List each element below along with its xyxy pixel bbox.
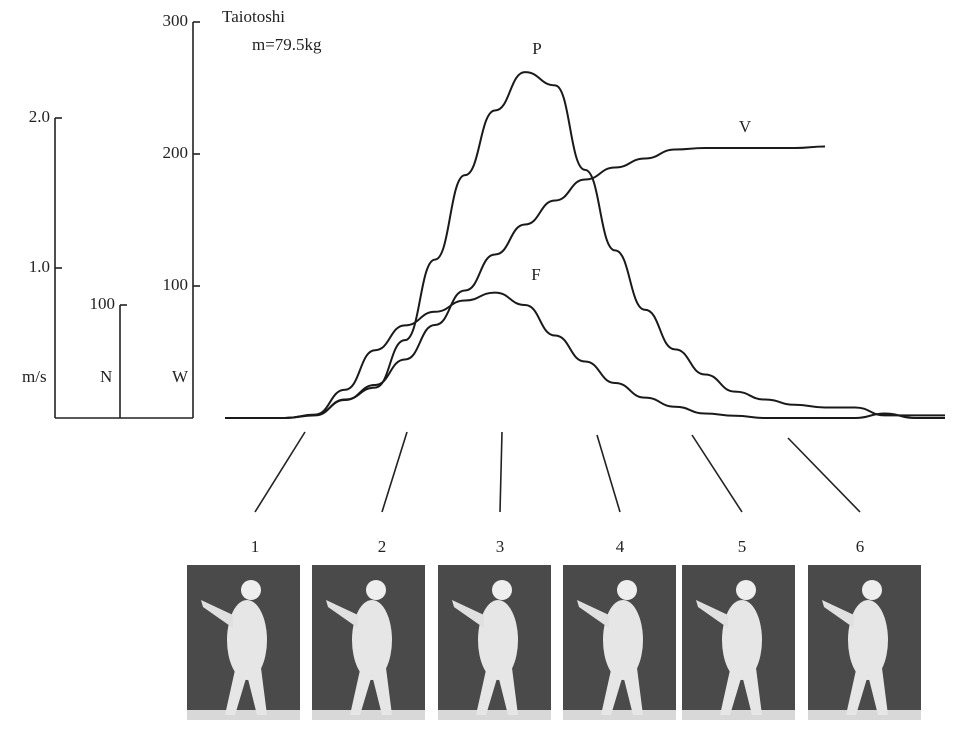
leader-line xyxy=(382,432,407,512)
photo-floor xyxy=(563,710,676,720)
leader-line xyxy=(255,432,305,512)
figure: Taiotoshi m=79.5kg W 100 200 300 N 100 m/s 1.0 2… xyxy=(0,0,966,730)
figure-head xyxy=(492,580,512,600)
leader-line xyxy=(788,438,860,512)
curve xyxy=(225,293,945,418)
axis-label: m/s xyxy=(22,367,47,386)
curve xyxy=(225,147,825,419)
figure-head xyxy=(862,580,882,600)
photos xyxy=(187,565,921,720)
curve-label: V xyxy=(739,117,752,136)
tick-label: 1.0 xyxy=(29,257,50,276)
curve xyxy=(225,72,945,418)
frame-label: 3 xyxy=(496,537,505,556)
chart-subtitle: m=79.5kg xyxy=(252,35,322,54)
curve-label: P xyxy=(532,39,541,58)
chart-title: Taiotoshi xyxy=(222,7,285,26)
tick-label: 200 xyxy=(163,143,189,162)
figure-head xyxy=(241,580,261,600)
frame-label: 5 xyxy=(738,537,747,556)
axis-label: N xyxy=(100,367,112,386)
frame-label: 1 xyxy=(251,537,260,556)
photo-floor xyxy=(682,710,795,720)
photo-floor xyxy=(187,710,300,720)
frame-label: 6 xyxy=(856,537,865,556)
leader-line xyxy=(692,435,742,512)
figure-head xyxy=(366,580,386,600)
frame-label: 4 xyxy=(616,537,625,556)
axis-label: W xyxy=(172,367,189,386)
curve-label: F xyxy=(531,265,540,284)
photo-floor xyxy=(808,710,921,720)
tick-label: 300 xyxy=(163,11,189,30)
leader-line xyxy=(597,435,620,512)
tick-label: 100 xyxy=(163,275,189,294)
leader-line xyxy=(500,432,502,512)
tick-label: 2.0 xyxy=(29,107,50,126)
photo-floor xyxy=(438,710,551,720)
tick-label: 100 xyxy=(90,294,116,313)
photo-floor xyxy=(312,710,425,720)
frame-label: 2 xyxy=(378,537,387,556)
figure-head xyxy=(736,580,756,600)
figure-head xyxy=(617,580,637,600)
